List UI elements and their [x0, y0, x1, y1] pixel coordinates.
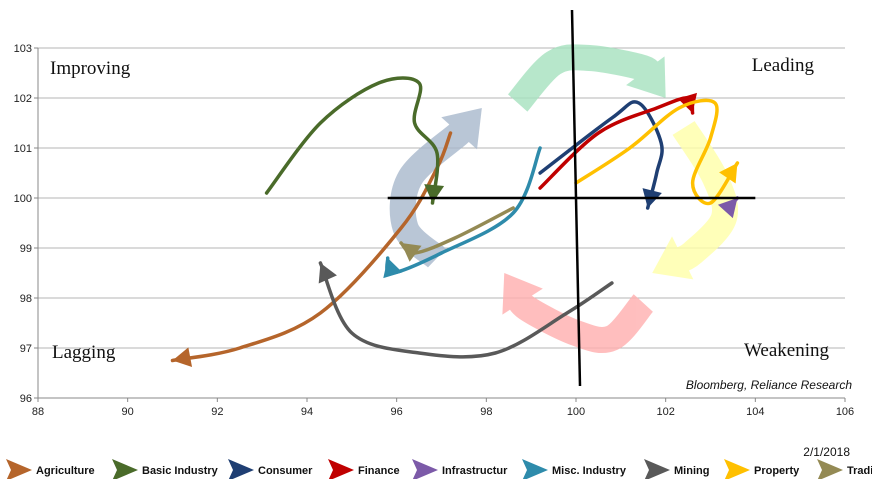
x-tick-label-96: 96: [391, 406, 403, 418]
legend-label-trading: Trading: [847, 465, 872, 477]
series-trading: [399, 206, 515, 262]
series-lines: [170, 76, 740, 368]
legend-swatch-basic-industry: [112, 459, 138, 479]
legend-label-consumer: Consumer: [258, 465, 313, 477]
y-tick-label-100: 100: [14, 193, 32, 205]
series-arrow-basic-industry: [424, 184, 445, 203]
legend-label-mining: Mining: [674, 465, 709, 477]
rotation-arrows: [389, 44, 739, 354]
legend-swatch-mining: [644, 459, 670, 479]
rotation-arrow-bottom-right: [652, 120, 739, 280]
legend-item-finance: Finance: [328, 459, 400, 479]
x-tick-label-94: 94: [301, 406, 313, 418]
series-finance: [538, 92, 697, 190]
series-consumer: [538, 100, 664, 210]
legend-swatch-misc-industry: [522, 459, 548, 479]
rotation-arrow-top-right: [507, 44, 666, 112]
series-basic-industry: [264, 76, 445, 205]
x-tick-label-100: 100: [567, 406, 585, 418]
rotation-arrow-head: [441, 108, 482, 150]
series-arrow-trading: [401, 243, 422, 262]
series-line-finance: [538, 96, 695, 190]
legend-label-agriculture: Agriculture: [36, 465, 95, 477]
center-crosshair: [387, 9, 756, 387]
y-tick-label-102: 102: [14, 93, 32, 105]
series-line-mining: [318, 261, 614, 359]
x-tick-label-98: 98: [480, 406, 492, 418]
date-label: 2/1/2018: [803, 445, 850, 459]
y-tick-label-101: 101: [14, 143, 32, 155]
rotation-arrow-head: [502, 273, 543, 315]
tick-labels: 88 90 92 94 96 98 100 102 104 106 96 97 98 99 100 101 10…: [14, 43, 855, 418]
quadrant-label-weakening: Weakening: [744, 340, 829, 361]
series-arrow-property: [719, 163, 738, 184]
series-arrow-agriculture: [172, 347, 193, 368]
series-arrow-misc-industry: [383, 258, 403, 279]
legend-swatch-finance: [328, 459, 354, 479]
x-tick-label-106: 106: [836, 406, 854, 418]
quadrant-label-improving: Improving: [50, 58, 131, 79]
x-tick-label-88: 88: [32, 406, 44, 418]
rotation-arrow-top-left: [389, 108, 482, 269]
rotation-arrow-head: [652, 236, 694, 280]
quadrant-label-lagging: Lagging: [52, 342, 116, 363]
series-line-consumer: [538, 100, 664, 210]
legend-item-basic-industry: Basic Industry: [112, 459, 219, 479]
legend-swatch-property: [724, 459, 750, 479]
legend-label-finance: Finance: [358, 465, 400, 477]
y-tick-label-97: 97: [20, 343, 32, 355]
rotation-arrow-head: [626, 56, 666, 98]
legend-item-mining: Mining: [644, 459, 709, 479]
y-tick-label-98: 98: [20, 293, 32, 305]
y-tick-label-103: 103: [14, 43, 32, 55]
legend-item-misc-industry: Misc. Industry: [522, 459, 627, 479]
x-tick-label-92: 92: [211, 406, 223, 418]
series-arrow-infrastructur: [717, 198, 738, 219]
legend: Agriculture Basic Industry Consumer Finance…: [6, 459, 872, 479]
legend-label-infrastructur: Infrastructur: [442, 465, 508, 477]
quadrant-label-leading: Leading: [752, 55, 815, 76]
legend-swatch-consumer: [228, 459, 254, 479]
rotation-arrow-body: [507, 44, 664, 112]
x-tick-label-104: 104: [746, 406, 764, 418]
series-property: [574, 98, 740, 206]
rotation-arrow-body: [505, 287, 654, 354]
legend-label-basic-industry: Basic Industry: [142, 465, 219, 477]
legend-swatch-trading: [817, 459, 843, 479]
series-misc-industry: [383, 146, 542, 279]
rotation-arrow-bottom-left: [502, 273, 654, 354]
legend-item-consumer: Consumer: [228, 459, 313, 479]
legend-swatch-infrastructur: [412, 459, 438, 479]
legend-item-infrastructur: Infrastructur: [412, 459, 508, 479]
series-mining: [318, 261, 614, 359]
source-note: Bloomberg, Reliance Research: [686, 378, 852, 392]
y-tick-label-96: 96: [20, 393, 32, 405]
legend-swatch-agriculture: [6, 459, 32, 479]
axes: [34, 47, 846, 402]
y-tick-label-99: 99: [20, 243, 32, 255]
legend-label-misc-industry: Misc. Industry: [552, 465, 627, 477]
crosshair-vertical: [570, 9, 582, 387]
rotation-arrow-body: [669, 120, 739, 274]
legend-item-agriculture: Agriculture: [6, 459, 95, 479]
legend-item-property: Property: [724, 459, 800, 479]
series-line-basic-industry: [264, 76, 440, 205]
x-tick-label-90: 90: [122, 406, 134, 418]
legend-label-property: Property: [754, 465, 800, 477]
x-tick-label-102: 102: [656, 406, 674, 418]
series-line-property: [574, 98, 740, 206]
legend-item-trading: Trading: [817, 459, 872, 479]
series-arrow-mining: [318, 263, 337, 284]
